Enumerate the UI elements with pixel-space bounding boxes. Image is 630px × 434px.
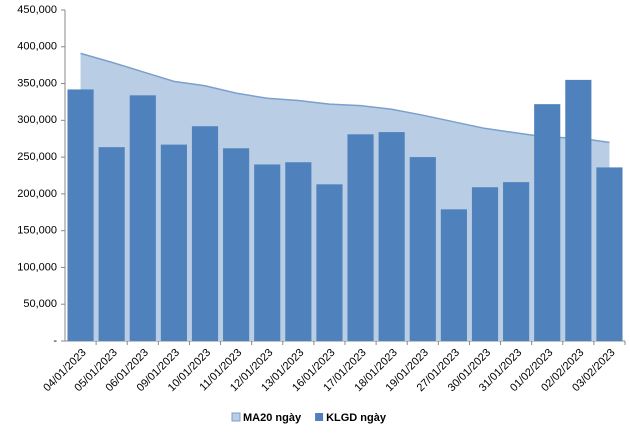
bar: [285, 162, 312, 341]
bar: [409, 157, 436, 341]
y-tick-label: 450,000: [17, 4, 57, 16]
bar: [503, 182, 530, 341]
legend-label: MA20 ngày: [243, 412, 302, 424]
bar: [98, 147, 125, 341]
y-tick-label: 400,000: [17, 41, 57, 53]
bar: [565, 79, 592, 341]
y-tick-label: 50,000: [23, 298, 57, 310]
bar: [534, 104, 561, 341]
y-tick-label: 350,000: [17, 77, 57, 89]
bar: [378, 132, 405, 341]
bar: [471, 187, 499, 341]
ma20-line: [80, 52, 610, 144]
y-tick-label: 300,000: [17, 114, 57, 126]
y-tick-label: -: [53, 335, 57, 347]
bar: [347, 134, 374, 341]
y-tick-label: 200,000: [17, 188, 57, 200]
y-tick-label: 150,000: [17, 225, 57, 237]
bar: [440, 209, 467, 341]
legend: MA20 ngày KLGD ngày: [231, 412, 387, 424]
bar: [316, 184, 343, 341]
bar: [191, 126, 219, 342]
legend-swatch: [315, 413, 324, 421]
legend-label: KLGD ngày: [326, 412, 387, 424]
bar: [160, 144, 187, 341]
bar: [223, 148, 250, 341]
bar: [129, 95, 156, 341]
y-tick-label: 100,000: [17, 261, 57, 273]
ma20-area: [80, 53, 610, 342]
bar: [254, 164, 281, 341]
bar: [596, 167, 623, 341]
y-tick-label: 250,000: [17, 151, 57, 163]
legend-swatch: [231, 412, 241, 422]
bar: [67, 89, 94, 341]
